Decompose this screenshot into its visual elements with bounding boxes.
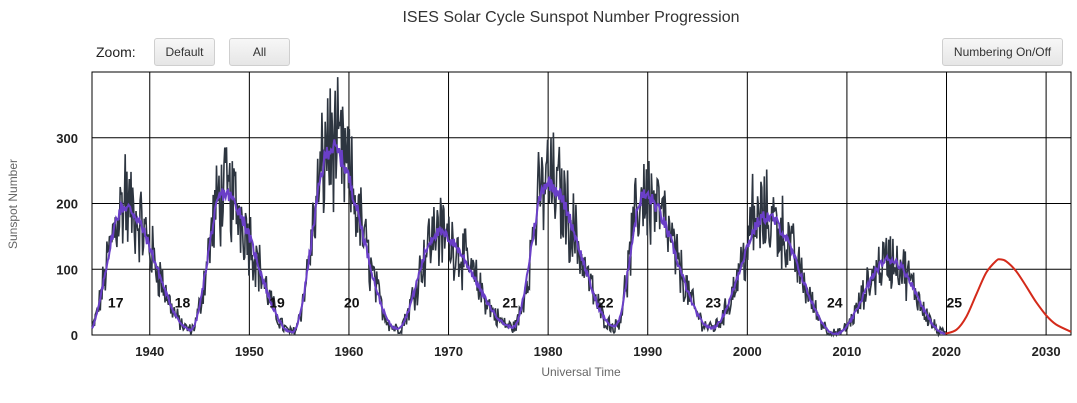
cycle-label: 17: [108, 294, 124, 310]
y-tick-label: 0: [71, 328, 78, 343]
monthly-sunspot-line: [91, 77, 946, 338]
cycle-label: 24: [827, 294, 843, 310]
numbering-toggle-button[interactable]: Numbering On/Off: [942, 38, 1063, 66]
cycle-label: 22: [598, 294, 614, 310]
zoom-all-button[interactable]: All: [229, 38, 290, 66]
x-tick-label: 1940: [135, 344, 164, 359]
axis-ticks: 0 100 200 300 1940 1950 1960 1970 1980 1990 2000 20…: [56, 131, 1060, 359]
cycle-labels: 17 18 19 20 21 22 23 24 25: [108, 294, 962, 310]
x-tick-label: 2010: [832, 344, 861, 359]
y-tick-label: 200: [56, 197, 78, 212]
cycle-label: 18: [175, 294, 191, 310]
x-tick-label: 1990: [633, 344, 662, 359]
cycle-label: 19: [269, 294, 285, 310]
x-tick-label: 2030: [1032, 344, 1061, 359]
smoothed-sunspot-line: [91, 139, 946, 336]
cycle-label: 25: [947, 294, 963, 310]
x-tick-label: 2020: [932, 344, 961, 359]
zoom-label: Zoom:: [96, 44, 136, 60]
x-tick-label: 2000: [733, 344, 762, 359]
x-tick-label: 1950: [235, 344, 264, 359]
y-tick-label: 300: [56, 131, 78, 146]
x-axis-title: Universal Time: [541, 365, 621, 379]
cycle-label: 20: [344, 294, 360, 310]
predicted-sunspot-line: [945, 258, 1072, 335]
chart-series: [91, 77, 1072, 338]
cycle-label: 23: [705, 294, 721, 310]
cycle-label: 21: [502, 294, 518, 310]
zoom-default-button[interactable]: Default: [154, 38, 215, 66]
y-tick-label: 100: [56, 262, 78, 277]
x-tick-label: 1960: [334, 344, 363, 359]
x-tick-label: 1970: [434, 344, 463, 359]
x-tick-label: 1980: [534, 344, 563, 359]
chart-grid: [91, 71, 1072, 336]
y-axis-title: Sunspot Number: [6, 159, 20, 249]
chart-title: ISES Solar Cycle Sunspot Number Progress…: [402, 9, 740, 26]
